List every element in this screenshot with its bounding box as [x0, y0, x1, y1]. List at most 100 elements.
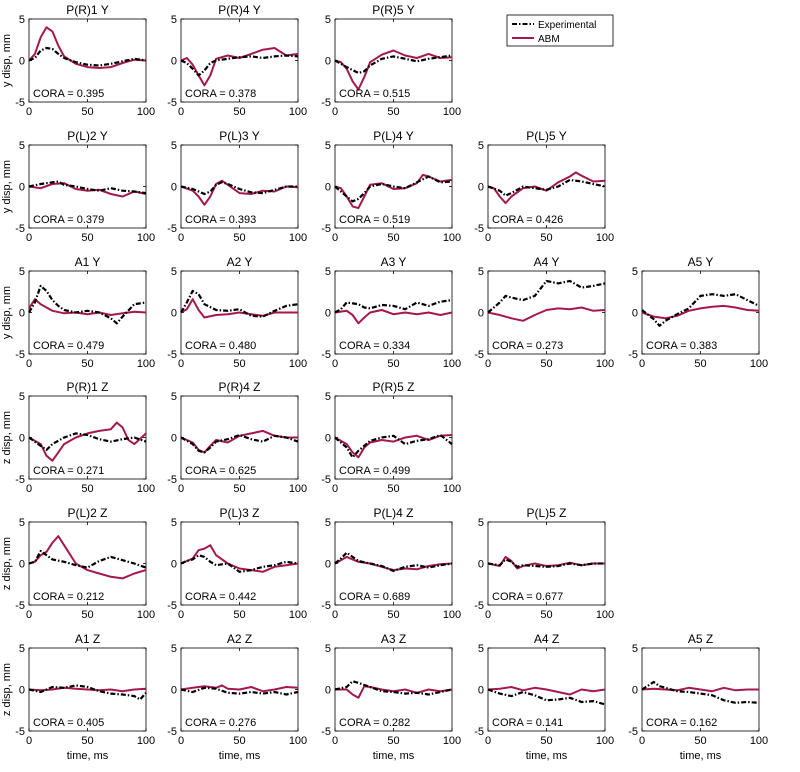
x-tick-label: 50 — [540, 358, 552, 370]
y-tick-label: 5 — [19, 266, 25, 278]
y-tick-label: 0 — [478, 685, 484, 697]
x-tick-label: 50 — [387, 358, 399, 370]
y-tick-label: 5 — [19, 140, 25, 152]
y-tick-label: 5 — [325, 266, 331, 278]
experimental-series-line — [180, 289, 299, 318]
cora-value: CORA = 0.479 — [33, 340, 104, 352]
x-tick-label: 0 — [639, 735, 645, 747]
x-tick-label: 50 — [81, 106, 93, 118]
cora-value: CORA = 0.426 — [492, 214, 563, 226]
y-tick-label: -5 — [321, 474, 331, 486]
y-tick-label: 0 — [632, 308, 638, 320]
y-tick-label: -5 — [628, 349, 638, 361]
y-tick-label: -5 — [321, 97, 331, 109]
y-tick-label: -5 — [321, 349, 331, 361]
y-tick-label: 0 — [325, 685, 331, 697]
y-tick-label: -5 — [15, 349, 25, 361]
abm-series-line — [180, 47, 299, 87]
y-tick-label: 5 — [19, 14, 25, 26]
experimental-series-line — [180, 181, 298, 196]
y-tick-label: 0 — [325, 182, 331, 194]
y-tick-label: -5 — [167, 474, 177, 486]
cora-value: CORA = 0.334 — [339, 340, 410, 352]
y-tick-label: 5 — [478, 140, 484, 152]
panel-title: P(R)4 Z — [219, 380, 261, 394]
experimental-series-line — [28, 549, 147, 569]
x-tick-label: 50 — [540, 609, 552, 621]
y-tick-label: 0 — [478, 308, 484, 320]
y-tick-label: -5 — [167, 97, 177, 109]
y-tick-label: -5 — [321, 726, 331, 738]
x-tick-label: 0 — [332, 735, 338, 747]
experimental-series-line — [641, 293, 760, 327]
y-tick-label: 5 — [478, 517, 484, 529]
panel-title: A4 Z — [534, 632, 559, 646]
cora-value: CORA = 0.499 — [339, 465, 410, 477]
x-tick-label: 100 — [596, 232, 614, 244]
y-tick-label: 0 — [325, 433, 331, 445]
x-tick-label: 100 — [289, 609, 307, 621]
axes-box — [487, 270, 606, 355]
y-tick-label: 5 — [19, 643, 25, 655]
x-tick-label: 0 — [639, 358, 645, 370]
x-tick-label: 50 — [387, 483, 399, 495]
y-tick-label: 5 — [478, 643, 484, 655]
y-tick-label: 5 — [478, 266, 484, 278]
panel-title: P(L)3 Z — [219, 506, 259, 520]
x-tick-label: 50 — [387, 735, 399, 747]
legend-box — [506, 14, 614, 47]
x-tick-label: 50 — [387, 232, 399, 244]
y-tick-label: -5 — [15, 726, 25, 738]
x-tick-label: 50 — [387, 609, 399, 621]
x-tick-label: 0 — [178, 609, 184, 621]
y-tick-label: 0 — [478, 559, 484, 571]
y-tick-label: -5 — [167, 223, 177, 235]
y-tick-label: -5 — [474, 726, 484, 738]
y-tick-label: 5 — [325, 643, 331, 655]
x-tick-label: 50 — [81, 735, 93, 747]
panel-title: P(L)5 Y — [526, 129, 566, 143]
x-tick-label: 50 — [81, 609, 93, 621]
x-tick-label: 50 — [233, 106, 245, 118]
x-tick-label: 50 — [387, 106, 399, 118]
panel-title: A1 Y — [75, 255, 101, 269]
x-tick-label: 50 — [694, 735, 706, 747]
y-tick-label: 0 — [19, 182, 25, 194]
y-axis-label: z disp, mm — [1, 537, 13, 590]
panel-title: A5 Z — [688, 632, 713, 646]
x-tick-label: 0 — [485, 358, 491, 370]
y-tick-label: 0 — [19, 559, 25, 571]
y-tick-label: 0 — [325, 559, 331, 571]
y-tick-label: 5 — [171, 266, 177, 278]
experimental-series-line — [334, 680, 453, 696]
x-tick-label: 100 — [137, 483, 155, 495]
y-tick-label: 0 — [19, 308, 25, 320]
x-tick-label: 100 — [596, 358, 614, 370]
panel-title: A2 Y — [227, 255, 253, 269]
x-tick-label: 50 — [81, 483, 93, 495]
legend-abm-label: ABM — [538, 34, 560, 45]
abm-series-line — [487, 171, 606, 205]
experimental-series-line — [334, 54, 453, 75]
abm-series-line — [180, 298, 298, 319]
x-tick-label: 100 — [137, 735, 155, 747]
y-tick-label: 0 — [19, 56, 25, 68]
abm-series-line — [487, 306, 606, 322]
cora-value: CORA = 0.515 — [339, 88, 410, 100]
panel-title: P(L)2 Y — [67, 129, 107, 143]
panel-title: A3 Y — [381, 255, 407, 269]
cora-value: CORA = 0.276 — [185, 717, 256, 729]
abm-series-line — [487, 686, 606, 696]
panel-title: A5 Y — [688, 255, 714, 269]
x-tick-label: 100 — [443, 735, 461, 747]
x-tick-label: 0 — [26, 483, 32, 495]
y-tick-label: 0 — [171, 56, 177, 68]
experimental-series-line — [180, 686, 299, 696]
